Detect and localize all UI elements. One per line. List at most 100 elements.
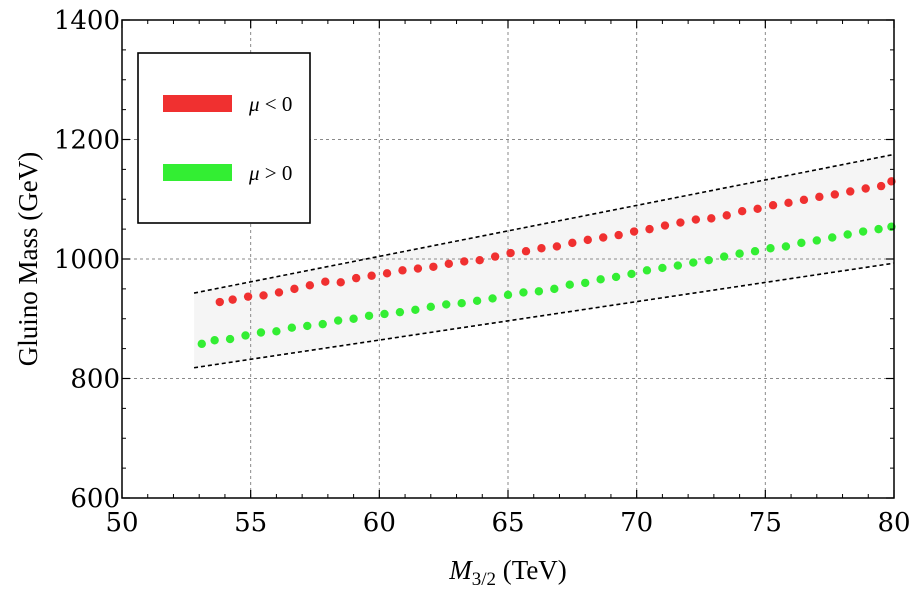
point-mu-positive xyxy=(828,233,837,242)
point-mu-negative xyxy=(243,292,253,301)
point-mu-negative xyxy=(583,235,592,245)
point-mu-positive xyxy=(380,309,389,319)
point-mu-positive xyxy=(858,227,868,236)
legend-box xyxy=(137,52,311,224)
legend-swatch-mu-positive xyxy=(163,164,232,181)
point-mu-negative xyxy=(568,238,577,248)
point-mu-positive xyxy=(797,238,806,248)
point-mu-negative xyxy=(722,211,731,220)
point-mu-negative xyxy=(444,259,454,268)
point-mu-negative xyxy=(815,192,824,202)
legend-label-mu-positive: μ > 0 xyxy=(248,161,292,185)
point-mu-negative xyxy=(660,221,670,230)
point-mu-negative xyxy=(490,252,500,261)
point-mu-negative xyxy=(215,297,224,307)
point-mu-negative xyxy=(274,288,284,297)
point-mu-positive xyxy=(197,339,206,349)
point-mu-negative xyxy=(552,242,562,251)
point-mu-positive xyxy=(719,252,729,261)
point-mu-negative xyxy=(707,214,716,223)
point-mu-positive xyxy=(689,258,698,267)
legend-label-mu-negative: μ < 0 xyxy=(248,92,292,116)
y-tick-label: 1400 xyxy=(54,6,120,36)
point-mu-positive xyxy=(611,272,621,282)
point-mu-positive xyxy=(534,287,544,296)
x-axis-title-units: (TeV) xyxy=(496,555,567,585)
y-tick-label: 800 xyxy=(70,365,120,395)
tick-labels: 50 55 60 65 70 75 80 600 800 1000 1200 1400 xyxy=(54,6,911,538)
point-mu-positive xyxy=(241,331,250,340)
point-mu-positive xyxy=(364,311,374,320)
point-mu-negative xyxy=(537,244,546,253)
x-tick-label: 75 xyxy=(749,508,782,538)
legend: μ < 0 μ > 0 xyxy=(137,52,311,224)
point-mu-positive xyxy=(472,296,482,306)
point-mu-negative xyxy=(398,266,407,275)
point-mu-positive xyxy=(642,266,652,275)
point-mu-positive xyxy=(673,261,683,270)
point-mu-positive xyxy=(318,319,327,329)
point-mu-negative xyxy=(506,248,515,258)
x-tick-label: 80 xyxy=(877,508,910,538)
x-tick-label: 70 xyxy=(620,508,653,538)
point-mu-positive xyxy=(735,249,744,258)
point-mu-negative xyxy=(614,230,623,240)
point-mu-negative xyxy=(830,190,840,199)
point-mu-positive xyxy=(411,305,420,314)
point-mu-positive xyxy=(596,275,605,284)
x-axis-title-subscript: 3/2 xyxy=(472,569,496,590)
band-boundaries xyxy=(193,153,895,369)
point-mu-negative xyxy=(629,227,639,236)
x-tick-label: 65 xyxy=(491,508,524,538)
point-mu-negative xyxy=(290,284,299,294)
point-mu-negative xyxy=(861,184,870,193)
point-mu-negative xyxy=(784,198,793,208)
x-tick-label: 50 xyxy=(105,508,138,538)
y-tick-label: 1000 xyxy=(54,245,120,275)
x-tick-label: 55 xyxy=(234,508,267,538)
point-mu-positive xyxy=(627,269,636,279)
point-mu-positive xyxy=(426,302,435,311)
y-axis-title: Gluino Mass (GeV) xyxy=(13,152,43,366)
legend-swatch-mu-negative xyxy=(163,95,232,112)
point-mu-negative xyxy=(382,269,392,278)
point-mu-positive xyxy=(210,336,219,345)
point-mu-positive xyxy=(658,263,667,273)
point-mu-positive xyxy=(442,300,451,309)
point-mu-positive xyxy=(287,323,297,332)
point-mu-positive xyxy=(704,255,713,265)
point-mu-negative xyxy=(305,281,315,290)
point-mu-positive xyxy=(303,321,312,331)
point-mu-negative xyxy=(321,277,330,286)
point-mu-negative xyxy=(351,273,361,283)
point-mu-negative xyxy=(521,247,531,256)
point-mu-positive xyxy=(519,288,528,297)
point-mu-positive xyxy=(488,294,497,303)
point-mu-negative xyxy=(429,262,438,271)
y-tick-label: 1200 xyxy=(54,126,120,156)
point-mu-positive xyxy=(225,334,235,344)
point-mu-positive xyxy=(457,299,466,308)
point-mu-positive xyxy=(256,328,266,337)
band-lower-line xyxy=(193,262,895,369)
point-mu-negative xyxy=(645,224,654,234)
point-mu-negative xyxy=(846,187,855,196)
point-mu-positive xyxy=(750,247,760,256)
point-mu-negative xyxy=(876,181,886,191)
point-mu-negative xyxy=(475,255,484,265)
point-mu-positive xyxy=(766,244,775,253)
x-axis-title-symbol: M xyxy=(448,555,473,585)
point-mu-negative xyxy=(367,271,376,280)
point-mu-negative xyxy=(259,291,268,300)
point-mu-negative xyxy=(599,233,608,242)
point-mu-negative xyxy=(768,201,778,210)
point-mu-negative xyxy=(336,278,345,287)
data-points xyxy=(197,177,896,349)
point-mu-positive xyxy=(781,242,791,251)
point-mu-positive xyxy=(503,290,513,300)
point-mu-positive xyxy=(874,224,883,234)
point-mu-positive xyxy=(395,307,405,317)
point-mu-positive xyxy=(349,314,358,323)
point-mu-negative xyxy=(799,195,809,205)
